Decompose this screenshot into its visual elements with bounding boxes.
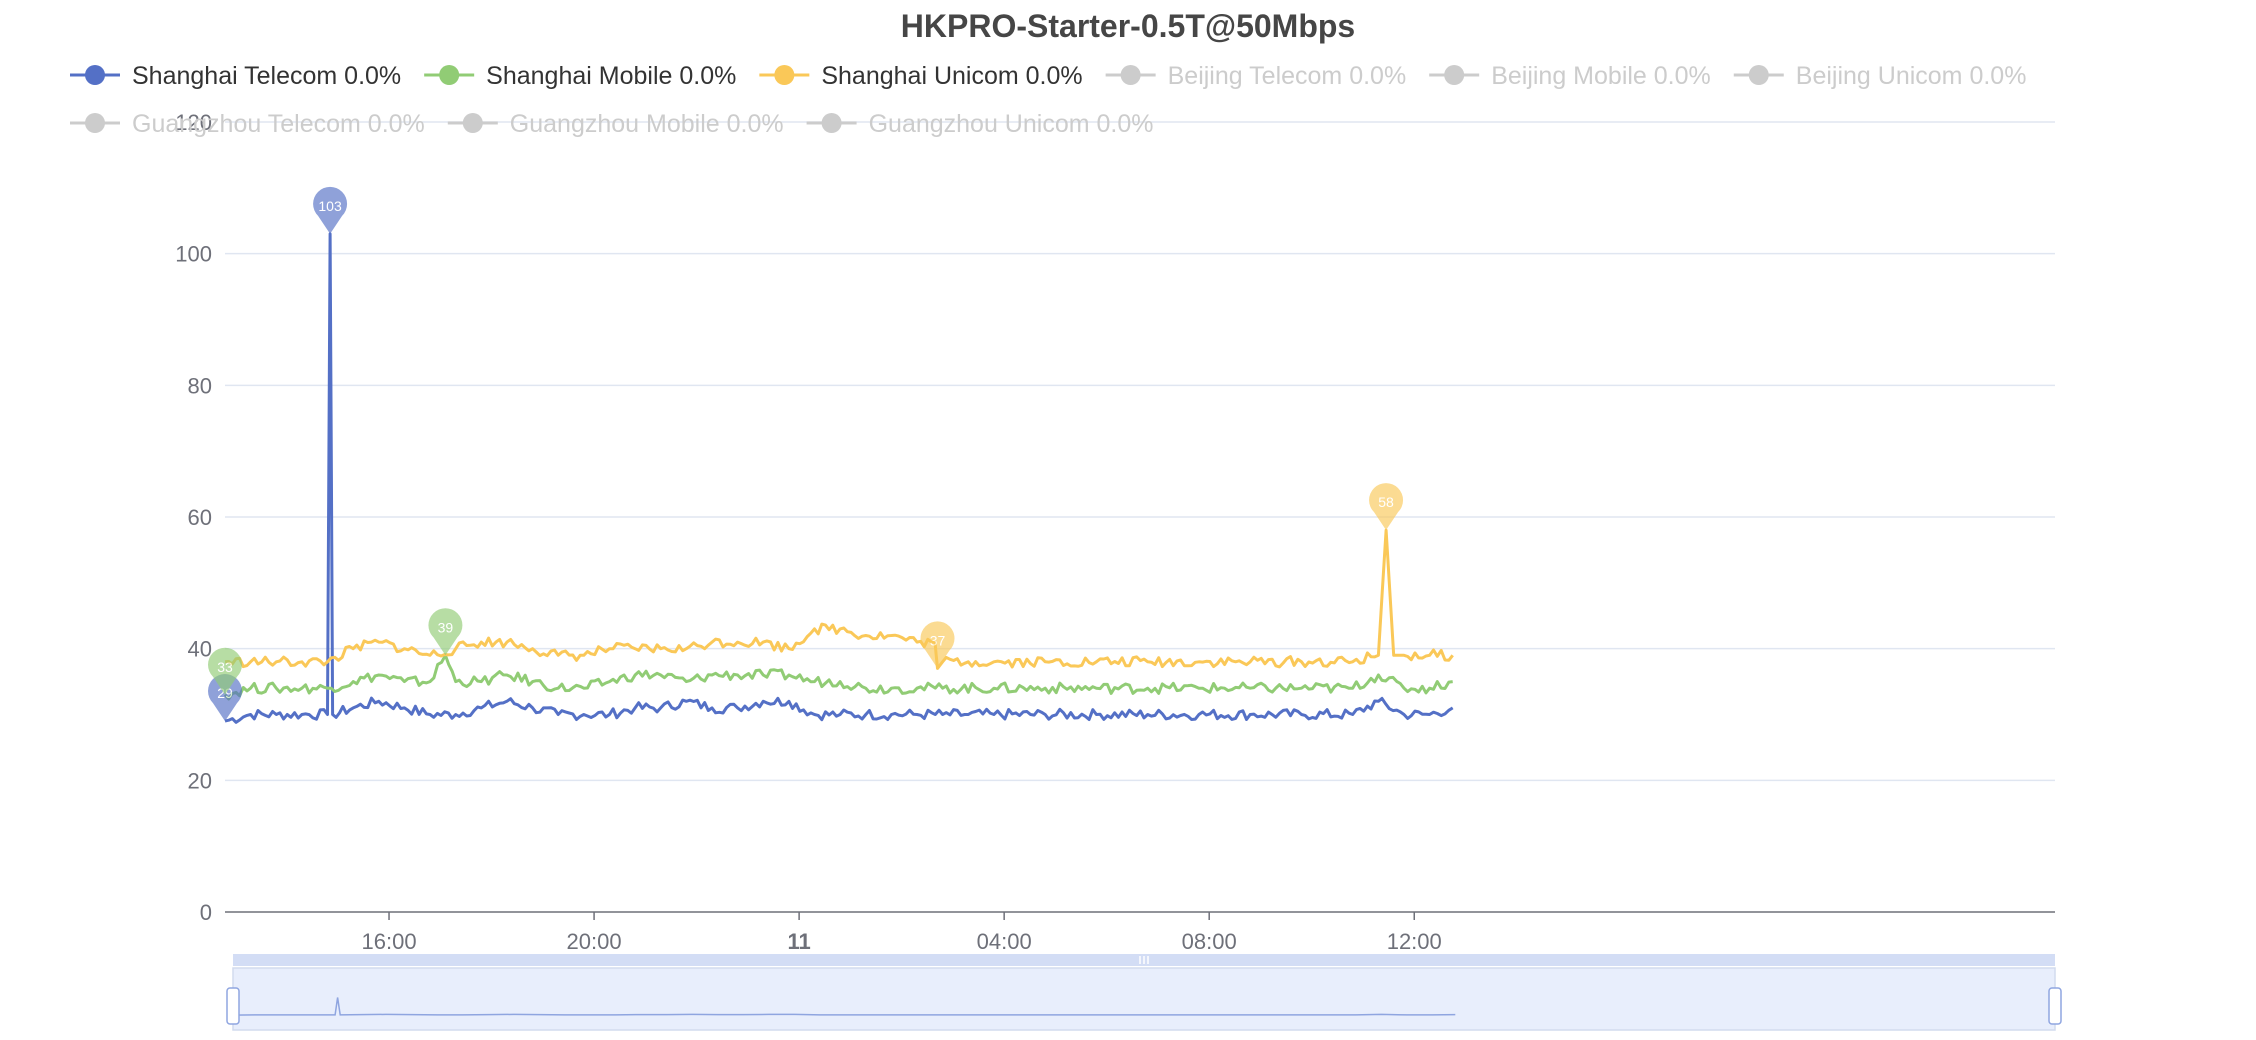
- legend-label: Guangzhou Unicom 0.0%: [869, 110, 1154, 138]
- legend-dot-icon: [462, 113, 483, 133]
- legend-item[interactable]: Guangzhou Mobile 0.0%: [447, 110, 784, 138]
- legend-dot-icon: [1748, 65, 1769, 85]
- y-tick-label: 0: [200, 900, 212, 925]
- x-tick-label: 11: [787, 929, 810, 954]
- legend-item[interactable]: Shanghai Unicom 0.0%: [759, 62, 1083, 90]
- legend-dot-icon: [1444, 65, 1465, 85]
- legend-item[interactable]: Beijing Unicom 0.0%: [1733, 62, 2027, 90]
- legend-label: Beijing Unicom 0.0%: [1796, 62, 2027, 90]
- pin-shape: [1369, 483, 1404, 531]
- pin-layer: 2910333393758: [208, 186, 1404, 722]
- x-tick-label: 04:00: [977, 929, 1032, 954]
- datazoom-left-handle[interactable]: [226, 987, 240, 1025]
- series-line: [224, 232, 1454, 724]
- legend-label: Beijing Telecom 0.0%: [1168, 62, 1407, 90]
- series-line: [223, 653, 1453, 701]
- legend-dot-icon: [774, 65, 795, 85]
- markpoint-pin: 39: [428, 608, 463, 656]
- x-tick-label: 08:00: [1182, 929, 1237, 954]
- y-tick-label: 80: [188, 373, 212, 398]
- pin-shape: [428, 608, 463, 656]
- y-tick-label: 20: [188, 768, 212, 793]
- markpoint-pin: 103: [313, 186, 348, 234]
- legend-label: Shanghai Unicom 0.0%: [821, 62, 1082, 90]
- y-tick-label: 100: [175, 242, 212, 267]
- legend-item[interactable]: Guangzhou Telecom 0.0%: [70, 110, 425, 138]
- legend: Shanghai Telecom 0.0% Shanghai Mobile 0.0…: [70, 62, 2026, 138]
- x-tick-label: 16:00: [362, 929, 417, 954]
- y-tick-label: 40: [188, 637, 212, 662]
- legend-item[interactable]: Beijing Telecom 0.0%: [1105, 62, 1407, 90]
- datazoom-preview-line: [232, 997, 1456, 1016]
- pin-label: 103: [318, 198, 342, 214]
- markpoint-pin: 58: [1369, 483, 1404, 531]
- pin-shape: [313, 186, 348, 234]
- pin-label: 33: [217, 659, 233, 675]
- pin-label: 39: [438, 619, 454, 635]
- series-layer: [223, 232, 1454, 724]
- legend-item[interactable]: Shanghai Mobile 0.0%: [424, 62, 736, 90]
- legend-dot-icon: [1120, 65, 1141, 85]
- legend-item[interactable]: Beijing Mobile 0.0%: [1429, 62, 1711, 90]
- y-tick-label: 120: [175, 110, 212, 135]
- axes: 0 20 40 60 80 100 120 16:00 20:00 11 04:00 08:00 12:…: [175, 110, 2055, 954]
- chart-title: HKPRO-Starter-0.5T@50Mbps: [901, 8, 1355, 44]
- grid: [225, 121, 2055, 782]
- y-tick-label: 60: [188, 505, 212, 530]
- datazoom-right-handle[interactable]: [2048, 987, 2062, 1025]
- legend-label: Guangzhou Mobile 0.0%: [510, 110, 784, 138]
- legend-item[interactable]: Guangzhou Unicom 0.0%: [806, 110, 1154, 138]
- x-tick-label: 20:00: [567, 929, 622, 954]
- pin-label: 37: [930, 632, 946, 648]
- pin-shape: [208, 674, 243, 722]
- legend-label: Guangzhou Telecom 0.0%: [132, 110, 425, 138]
- legend-dot-icon: [439, 65, 460, 85]
- pin-shape: [920, 621, 955, 669]
- legend-dot-icon: [85, 113, 105, 133]
- x-tick-label: 12:00: [1387, 929, 1442, 954]
- datazoom-track[interactable]: [232, 967, 2056, 1031]
- markpoint-pin: 37: [920, 621, 955, 669]
- pin-label: 58: [1378, 494, 1394, 510]
- datazoom-slider[interactable]: [226, 954, 2062, 1031]
- legend-label: Shanghai Mobile 0.0%: [486, 62, 736, 90]
- markpoint-pin: 33: [208, 647, 243, 695]
- legend-label: Shanghai Telecom 0.0%: [132, 62, 401, 90]
- pin-shape: [208, 647, 243, 695]
- legend-dot-icon: [85, 65, 105, 85]
- legend-dot-icon: [821, 113, 842, 133]
- legend-label: Beijing Mobile 0.0%: [1491, 62, 1711, 90]
- legend-item[interactable]: Shanghai Telecom 0.0%: [70, 62, 401, 90]
- series-line: [224, 528, 1454, 670]
